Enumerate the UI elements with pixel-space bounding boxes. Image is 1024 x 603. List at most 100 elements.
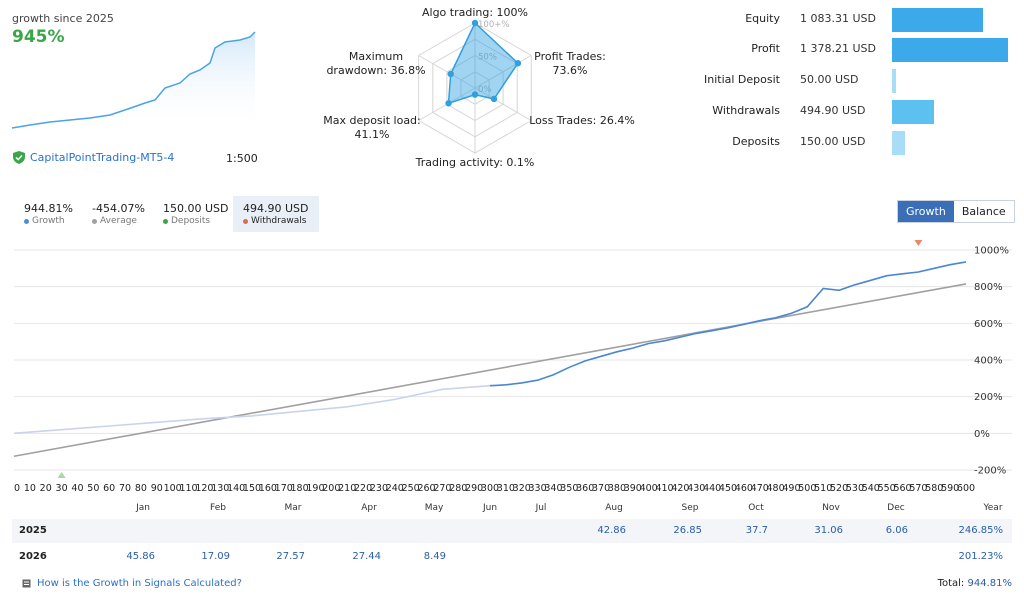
y-tick-label: -200% xyxy=(974,466,1006,477)
growth-calculation-link[interactable]: How is the Growth in Signals Calculated? xyxy=(22,578,242,589)
month-header: Oct xyxy=(748,503,764,513)
financial-label: Equity xyxy=(745,12,780,25)
financial-bar xyxy=(892,100,934,124)
month-cell: 27.44 xyxy=(352,551,381,562)
radar-axis-label-line: Profit Trades: xyxy=(534,50,606,63)
growth-line xyxy=(489,261,967,387)
x-tick-label: 70 xyxy=(119,483,131,494)
x-tick-label: 190 xyxy=(306,483,324,494)
month-cell: 42.86 xyxy=(597,525,626,536)
y-tick-label: 0% xyxy=(974,429,990,440)
account-link[interactable]: CapitalPointTrading-MT5-4 xyxy=(13,151,174,164)
legend-value: 944.81% xyxy=(24,202,73,215)
financial-row-withdrawals: Withdrawals 494.90 USD xyxy=(660,100,1020,124)
radar-ring-labels: 100+% 50% 0% xyxy=(478,20,509,95)
radar-point xyxy=(471,19,479,27)
x-tick-label: 130 xyxy=(211,483,229,494)
legend-value: 150.00 USD xyxy=(163,202,229,215)
financial-value: 1 378.21 USD xyxy=(800,42,876,55)
radar-points xyxy=(445,19,522,107)
radar-point xyxy=(445,100,452,107)
x-axis-ticks: 0 10 20 30 40 50 60 70 80 90 100110120130140150160… xyxy=(14,483,975,494)
y-axis-ticks: 1000% 800% 600% 400% 200% 0% -200% xyxy=(974,246,1009,477)
legend-growth[interactable]: 944.81% Growth xyxy=(14,196,83,232)
x-tick-label: 60 xyxy=(103,483,115,494)
x-tick-label: 410 xyxy=(655,483,673,494)
x-tick-label: 570 xyxy=(909,483,927,494)
month-cell: 37.7 xyxy=(745,525,768,536)
financial-row-deposits: Deposits 150.00 USD xyxy=(660,131,1020,155)
x-tick-label: 500 xyxy=(798,483,816,494)
radar-axis-label-line: 41.1% xyxy=(355,128,390,141)
x-tick-label: 560 xyxy=(893,483,911,494)
verified-shield-icon xyxy=(13,151,25,164)
x-tick-label: 50 xyxy=(87,483,99,494)
radar-point xyxy=(514,60,522,67)
x-tick-label: 250 xyxy=(402,483,420,494)
x-tick-label: 420 xyxy=(671,483,689,494)
x-tick-label: 510 xyxy=(814,483,832,494)
radar-axis-label: Profit Trades: 73.6% xyxy=(534,50,606,77)
financial-bar xyxy=(892,8,984,32)
average-line xyxy=(13,283,967,458)
total-value: 944.81% xyxy=(967,578,1013,589)
legend-withdrawals[interactable]: 494.90 USD Withdrawals xyxy=(233,196,319,232)
x-tick-label: 300 xyxy=(481,483,499,494)
month-header: Nov xyxy=(822,503,840,513)
radar-point xyxy=(447,70,454,78)
x-tick-label: 320 xyxy=(513,483,531,494)
year-total-cell: 246.85% xyxy=(958,525,1004,536)
month-header: Year xyxy=(983,503,1003,513)
legend-label: Average xyxy=(100,216,137,226)
radar-axis-label: Algo trading: 100% xyxy=(422,6,528,19)
mini-growth-chart xyxy=(11,31,256,131)
legend-deposits[interactable]: 150.00 USD Deposits xyxy=(153,196,239,232)
x-tick-label: 140 xyxy=(227,483,245,494)
month-cell: 27.57 xyxy=(276,551,305,562)
financial-value: 150.00 USD xyxy=(800,135,866,148)
x-tick-label: 110 xyxy=(179,483,197,494)
x-tick-label: 310 xyxy=(497,483,515,494)
total-growth: Total: 944.81% xyxy=(938,578,1012,589)
chart-markers xyxy=(57,240,923,478)
x-tick-label: 590 xyxy=(941,483,959,494)
x-tick-label: 230 xyxy=(370,483,388,494)
financial-row-profit: Profit 1 378.21 USD xyxy=(660,38,1020,62)
financial-value: 1 083.31 USD xyxy=(800,12,876,25)
balance-toggle-button[interactable]: Balance xyxy=(953,201,1014,222)
x-tick-label: 220 xyxy=(354,483,372,494)
deposit-marker xyxy=(57,472,66,478)
x-tick-label: 150 xyxy=(243,483,261,494)
financial-label: Deposits xyxy=(732,135,780,148)
x-tick-label: 340 xyxy=(544,483,562,494)
legend-value: -454.07% xyxy=(92,202,145,215)
radar-axis-label: Maximum drawdown: 36.8% xyxy=(326,50,425,77)
x-tick-label: 520 xyxy=(830,483,848,494)
radar-point xyxy=(471,91,479,98)
document-icon xyxy=(22,579,31,588)
month-header: Mar xyxy=(284,503,302,513)
x-tick-label: 360 xyxy=(576,483,594,494)
financial-value: 494.90 USD xyxy=(800,104,866,117)
financial-bar xyxy=(892,131,905,155)
month-header: Aug xyxy=(605,503,623,513)
growth-toggle-button[interactable]: Growth xyxy=(898,201,954,222)
year-total-cell: 201.23% xyxy=(958,551,1004,562)
month-header: Feb xyxy=(210,503,226,513)
legend-value: 494.90 USD xyxy=(243,202,309,215)
year-row-2026: 2026 45.86 17.09 27.57 27.44 8.49 201.23% xyxy=(12,545,1012,569)
growth-calculation-link-text[interactable]: How is the Growth in Signals Calculated? xyxy=(37,578,242,589)
month-cell: 26.85 xyxy=(673,525,702,536)
month-cell: 45.86 xyxy=(126,551,155,562)
x-tick-label: 350 xyxy=(560,483,578,494)
radar-chart: 100+% 50% 0% Algo trading: 100% Profit Trad… xyxy=(323,6,635,169)
legend-dot-icon xyxy=(92,218,97,224)
x-tick-label: 20 xyxy=(40,483,52,494)
account-name[interactable]: CapitalPointTrading-MT5-4 xyxy=(30,151,175,164)
month-cell: 8.49 xyxy=(423,551,446,562)
x-tick-label: 170 xyxy=(275,483,293,494)
radar-axis-label-line: Max deposit load: xyxy=(323,114,421,127)
chart-gridlines xyxy=(14,249,1012,471)
x-tick-label: 270 xyxy=(433,483,451,494)
legend-average[interactable]: -454.07% Average xyxy=(82,196,155,232)
